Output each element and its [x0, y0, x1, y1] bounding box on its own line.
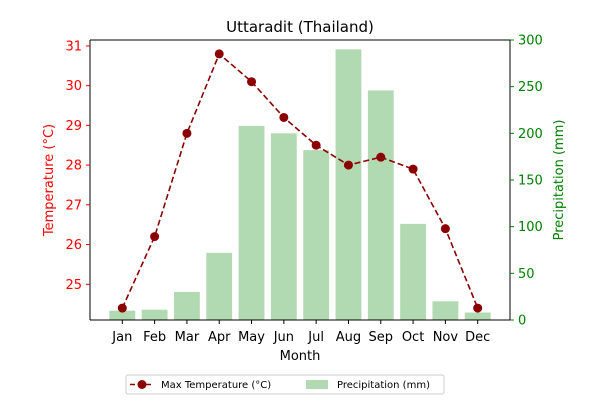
temperature-point-oct	[408, 164, 418, 174]
precip-bar-oct	[400, 223, 426, 320]
temperature-point-nov	[440, 224, 450, 234]
precip-bar-jul	[303, 150, 330, 320]
y-left-tick-label: 25	[65, 278, 82, 293]
legend-circle-marker	[137, 380, 147, 389]
x-tick-label-apr: Apr	[208, 330, 231, 345]
x-tick-label-nov: Nov	[433, 330, 459, 345]
temperature-point-mar	[182, 128, 192, 138]
temperature-point-may	[247, 77, 257, 87]
y-right-tick-label: 200	[518, 127, 543, 142]
precip-bar-apr	[206, 252, 233, 320]
y-right-tick-label: 300	[518, 34, 543, 49]
y-right-tick-label: 0	[518, 314, 526, 329]
legend-label-temperature: Max Temperature (°C)	[161, 380, 271, 391]
precip-bar-jan	[109, 310, 136, 320]
precip-bar-dec	[464, 312, 491, 320]
precip-bar-nov	[432, 301, 459, 320]
x-tick-label-jul: Jul	[307, 330, 324, 345]
temperature-point-aug	[343, 160, 353, 170]
precip-bar-aug	[335, 49, 362, 320]
temperature-point-jun	[279, 112, 289, 122]
y-left-tick-label: 28	[65, 159, 82, 174]
x-axis-label: Month	[280, 349, 321, 364]
x-tick-label-oct: Oct	[402, 330, 424, 345]
y-left-tick-label: 27	[65, 198, 82, 213]
temperature-point-jul	[311, 140, 321, 150]
temperature-point-jan	[117, 303, 127, 313]
x-tick-label-jun: Jun	[273, 330, 294, 345]
x-tick-label-jan: Jan	[111, 330, 132, 345]
y-axis-right-label: Precipitation (mm)	[552, 120, 567, 241]
x-tick-label-aug: Aug	[336, 330, 361, 345]
y-right-tick-label: 50	[518, 267, 535, 282]
y-right-tick-label: 150	[518, 174, 543, 189]
legend-bar-swatch	[306, 380, 328, 389]
y-left-tick-label: 30	[65, 79, 82, 94]
precip-bar-feb	[141, 309, 168, 320]
chart-title: Uttaradit (Thailand)	[226, 18, 374, 36]
precip-bar-jun	[270, 133, 297, 320]
y-axis-left-label: Temperature (°C)	[42, 124, 57, 237]
precip-bar-may	[238, 125, 265, 320]
x-tick-label-may: May	[238, 330, 265, 345]
x-tick-label-dec: Dec	[465, 330, 490, 345]
x-tick-label-feb: Feb	[143, 330, 166, 345]
precip-bar-sep	[367, 90, 394, 321]
tick-labels: Jan Feb Mar Apr May Jun Jul Aug Sep Oct Nov Dec 25 26…	[65, 34, 542, 346]
x-tick-label-mar: Mar	[175, 330, 200, 345]
legend-label-precipitation: Precipitation (mm)	[337, 380, 430, 391]
y-left-tick-label: 26	[65, 238, 82, 253]
precipitation-bars	[109, 49, 491, 321]
precip-bar-mar	[174, 292, 200, 320]
x-tick-label-sep: Sep	[369, 330, 394, 345]
temperature-line	[121, 52, 479, 309]
temperature-line-layer	[117, 49, 483, 313]
temperature-point-sep	[376, 152, 386, 162]
y-left-tick-label: 29	[65, 119, 82, 134]
y-right-tick-label: 100	[518, 220, 543, 235]
legend: Max Temperature (°C) Precipitation (mm)	[125, 374, 445, 395]
axes	[86, 39, 514, 324]
legend-box	[125, 374, 445, 395]
y-right-tick-label: 250	[518, 80, 543, 95]
y-left-tick-label: 31	[65, 39, 82, 54]
temperature-point-feb	[150, 232, 160, 242]
temperature-point-apr	[214, 49, 224, 59]
temperature-point-dec	[473, 303, 483, 313]
